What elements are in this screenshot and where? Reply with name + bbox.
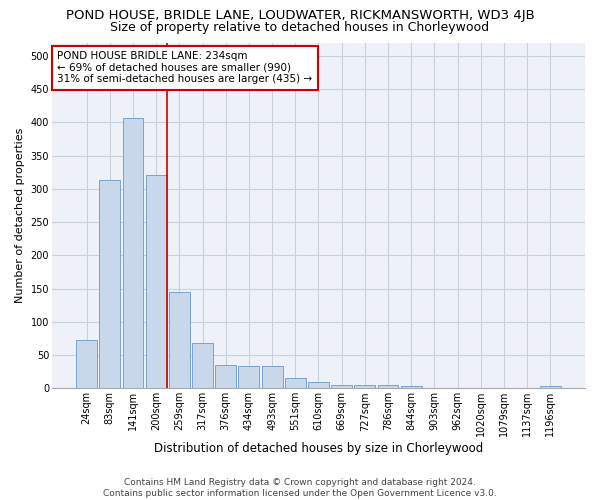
Bar: [76, 340, 97, 388]
Bar: [100, 180, 120, 388]
Bar: [401, 386, 422, 388]
Text: POND HOUSE BRIDLE LANE: 234sqm
← 69% of detached houses are smaller (990)
31% of: POND HOUSE BRIDLE LANE: 234sqm ← 69% of …: [57, 51, 313, 84]
X-axis label: Distribution of detached houses by size in Chorleywood: Distribution of detached houses by size …: [154, 442, 483, 455]
Bar: [331, 385, 352, 388]
Bar: [192, 343, 213, 388]
Text: Size of property relative to detached houses in Chorleywood: Size of property relative to detached ho…: [110, 21, 490, 34]
Bar: [215, 365, 236, 388]
Bar: [169, 292, 190, 388]
Text: POND HOUSE, BRIDLE LANE, LOUDWATER, RICKMANSWORTH, WD3 4JB: POND HOUSE, BRIDLE LANE, LOUDWATER, RICK…: [65, 9, 535, 22]
Bar: [540, 386, 561, 388]
Bar: [308, 382, 329, 388]
Bar: [285, 378, 306, 388]
Y-axis label: Number of detached properties: Number of detached properties: [15, 128, 25, 303]
Bar: [262, 366, 283, 388]
Bar: [122, 118, 143, 388]
Text: Contains HM Land Registry data © Crown copyright and database right 2024.
Contai: Contains HM Land Registry data © Crown c…: [103, 478, 497, 498]
Bar: [355, 385, 375, 388]
Bar: [238, 366, 259, 388]
Bar: [146, 176, 167, 388]
Bar: [377, 385, 398, 388]
